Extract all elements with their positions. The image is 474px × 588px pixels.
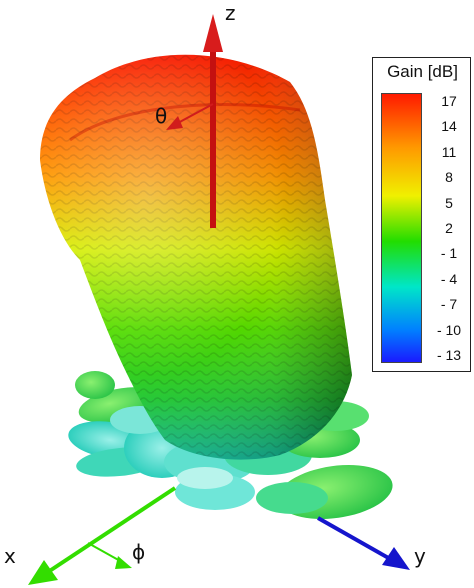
theta-label: θ (155, 104, 168, 128)
colorbar-tick-label: - 13 (436, 347, 462, 363)
colorbar-tick-label: 5 (445, 194, 453, 211)
colorbar-tick-label: 14 (441, 118, 457, 135)
z-axis-label: z (225, 1, 236, 25)
legend-title: Gain [dB] (387, 62, 458, 81)
x-axis-label: x (4, 544, 16, 568)
main-lobe (40, 54, 352, 460)
colorbar-tick-label: - 4 (440, 270, 458, 287)
phi-label: ϕ (132, 540, 146, 564)
gain-legend: Gain [dB] 17 14 11 8 5 2 - 1 - 4 - 7 - 10 - 13 (372, 57, 471, 372)
colorbar-tick-label: - 1 (440, 245, 458, 262)
colorbar-tick-label: 2 (445, 220, 453, 236)
colorbar-tick-label: 17 (441, 93, 457, 109)
x-axis (28, 486, 177, 585)
colorbar-tick-label: 11 (441, 143, 457, 160)
colorbar (381, 93, 422, 363)
theta-arrow (166, 103, 214, 130)
colorbar-tick-label: 8 (445, 169, 453, 186)
front-lobes (75, 371, 393, 519)
z-axis (203, 14, 223, 228)
y-axis-label: y (414, 544, 426, 568)
colorbar-tick-label: - 7 (440, 296, 458, 313)
phi-arrow (87, 542, 132, 569)
y-axis (317, 516, 410, 570)
colorbar-tick-label: - 10 (436, 321, 462, 338)
